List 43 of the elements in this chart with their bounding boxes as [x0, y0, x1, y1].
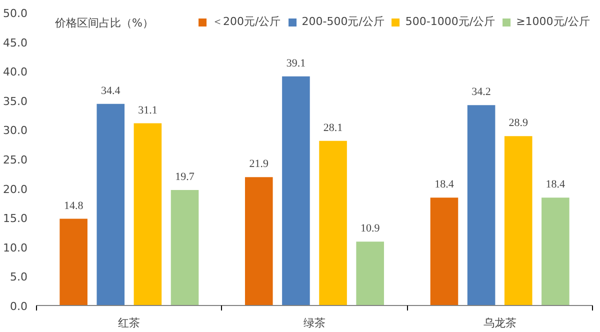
- data-label: 21.9: [249, 158, 270, 170]
- data-label: 31.1: [138, 104, 158, 116]
- data-label: 34.2: [472, 86, 491, 98]
- bar: [467, 105, 496, 306]
- y-tick-label: 35.0: [3, 94, 28, 108]
- y-tick-label: 10.0: [3, 241, 28, 254]
- y-tick-label: 50.0: [3, 7, 28, 20]
- data-label: 19.7: [175, 171, 195, 184]
- data-label: 10.9: [360, 222, 380, 235]
- data-label: 18.4: [546, 178, 566, 191]
- bar: [319, 140, 347, 306]
- bar: [96, 104, 125, 306]
- legend-label: 200-500元/公斤: [302, 14, 384, 29]
- data-label: 14.8: [64, 200, 84, 212]
- bar: [245, 177, 273, 306]
- y-tick-label: 0.0: [10, 300, 28, 313]
- data-label: 34.4: [101, 84, 121, 97]
- y-tick-label: 5.0: [10, 270, 28, 284]
- legend-label: ＜200元/公斤: [212, 14, 281, 29]
- bar: [134, 123, 162, 306]
- x-tick-label: 乌龙茶: [483, 316, 516, 330]
- y-axis-title: 价格区间占比（%）: [54, 16, 154, 30]
- y-tick-label: 30.0: [3, 124, 28, 138]
- x-tick-label: 红茶: [118, 316, 140, 330]
- data-label: 39.1: [286, 57, 306, 70]
- bar: [542, 198, 570, 306]
- x-tick-label: 绿茶: [304, 316, 326, 330]
- legend-label: ≥1000元/公斤: [516, 14, 590, 29]
- bar: [356, 242, 384, 306]
- bar: [430, 198, 458, 306]
- y-tick-label: 25.0: [3, 154, 28, 166]
- bar: [282, 76, 310, 306]
- bar: [504, 136, 532, 306]
- data-label: 18.4: [434, 178, 454, 191]
- bar: [60, 218, 88, 306]
- y-tick-label: 45.0: [3, 36, 28, 50]
- y-tick-label: 40.0: [3, 66, 28, 79]
- data-label: 28.1: [323, 122, 343, 134]
- y-tick-label: 20.0: [3, 182, 28, 196]
- legend-label: 500-1000元/公斤: [405, 14, 496, 29]
- y-tick-label: 15.0: [3, 212, 28, 226]
- bar: [170, 190, 199, 306]
- data-label: 28.9: [508, 117, 528, 130]
